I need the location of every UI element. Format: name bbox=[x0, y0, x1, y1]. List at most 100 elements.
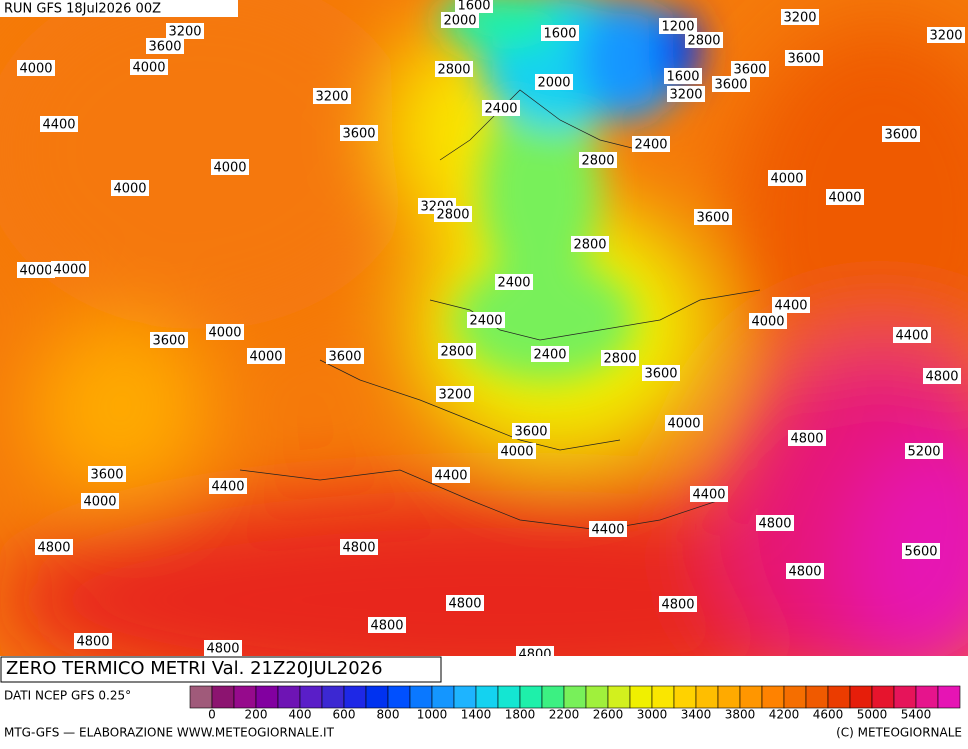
label-box bbox=[340, 539, 378, 555]
color-swatch bbox=[387, 685, 411, 709]
colorbar-tick-label: 5400 bbox=[901, 708, 932, 722]
contour-label: 4000 bbox=[770, 172, 803, 187]
colorbar-tick-label: 800 bbox=[377, 708, 400, 722]
color-swatch bbox=[453, 685, 477, 709]
label-box bbox=[368, 617, 406, 633]
label-box bbox=[659, 18, 697, 34]
label-box bbox=[436, 386, 474, 402]
color-swatch bbox=[783, 685, 807, 709]
contour-label: 4800 bbox=[37, 541, 70, 556]
contour-label: 4400 bbox=[692, 488, 725, 503]
label-box bbox=[438, 343, 476, 359]
contour-label: 4000 bbox=[500, 445, 533, 460]
contour-label: 4800 bbox=[448, 597, 481, 612]
contour-label: 3600 bbox=[733, 63, 766, 78]
label-box bbox=[685, 32, 723, 48]
label-box bbox=[326, 348, 364, 364]
colorbar-tick-label: 400 bbox=[289, 708, 312, 722]
label-box bbox=[482, 100, 520, 116]
color-swatch bbox=[717, 685, 741, 709]
colorbar-tick-label: 4600 bbox=[813, 708, 844, 722]
colorbar-tick-label: 3800 bbox=[725, 708, 756, 722]
contour-label: 1600 bbox=[457, 0, 490, 14]
color-swatch bbox=[233, 685, 257, 709]
contour-label: 4400 bbox=[895, 329, 928, 344]
color-swatch bbox=[893, 685, 917, 709]
label-box bbox=[882, 126, 920, 142]
contour-label: 4000 bbox=[113, 182, 146, 197]
contour-label: 3600 bbox=[342, 127, 375, 142]
label-box bbox=[17, 60, 55, 76]
label-box bbox=[74, 633, 112, 649]
contour-label: 2400 bbox=[634, 138, 667, 153]
contour-label: 3200 bbox=[929, 29, 962, 44]
color-swatch bbox=[343, 685, 367, 709]
contour-label: 3200 bbox=[315, 90, 348, 105]
label-box bbox=[111, 180, 149, 196]
color-swatch bbox=[849, 685, 873, 709]
color-swatch bbox=[255, 685, 279, 709]
contour-label: 2800 bbox=[603, 352, 636, 367]
contour-label: 4000 bbox=[828, 191, 861, 206]
colorbar-tick-label: 1400 bbox=[461, 708, 492, 722]
contour-label: 3200 bbox=[783, 11, 816, 26]
label-box bbox=[756, 515, 794, 531]
colorbar-tick-label: 1000 bbox=[417, 708, 448, 722]
color-swatch bbox=[277, 685, 301, 709]
contour-label: 2000 bbox=[537, 76, 570, 91]
contour-label: 4000 bbox=[132, 61, 165, 76]
contour-label: 3600 bbox=[714, 78, 747, 93]
label-box bbox=[589, 521, 627, 537]
label-box bbox=[435, 61, 473, 77]
contour-label: 3600 bbox=[884, 128, 917, 143]
label-box bbox=[571, 236, 609, 252]
label-box bbox=[665, 415, 703, 431]
label-box bbox=[905, 443, 943, 459]
label-box bbox=[535, 74, 573, 90]
label-box bbox=[690, 486, 728, 502]
label-box bbox=[826, 189, 864, 205]
label-box bbox=[146, 38, 184, 54]
colorbar-tick-label: 4200 bbox=[769, 708, 800, 722]
contour-label: 5200 bbox=[907, 445, 940, 460]
contour-label: 4000 bbox=[249, 350, 282, 365]
colorbar-tick-label: 1800 bbox=[505, 708, 536, 722]
label-box bbox=[659, 596, 697, 612]
contour-label: 4800 bbox=[788, 565, 821, 580]
color-swatch bbox=[365, 685, 389, 709]
contour-label: 4000 bbox=[53, 263, 86, 278]
label-box bbox=[467, 312, 505, 328]
label-box bbox=[772, 297, 810, 313]
label-box bbox=[204, 640, 242, 656]
colorbar-tick-label: 600 bbox=[333, 708, 356, 722]
label-box bbox=[211, 159, 249, 175]
contour-label: 3200 bbox=[438, 388, 471, 403]
label-box bbox=[531, 346, 569, 362]
contour-label: 1600 bbox=[543, 27, 576, 42]
contour-label: 4800 bbox=[76, 635, 109, 650]
color-swatch bbox=[475, 685, 499, 709]
title: ZERO TERMICO METRI Val. 21Z20JUL2026 bbox=[6, 658, 383, 679]
colorbar-tick-label: 0 bbox=[208, 708, 216, 722]
color-swatch bbox=[739, 685, 763, 709]
run-box bbox=[0, 0, 238, 17]
label-box bbox=[17, 262, 55, 278]
label-box bbox=[150, 332, 188, 348]
contour-label: 3600 bbox=[787, 52, 820, 67]
contour-label: 4000 bbox=[208, 326, 241, 341]
contour-label: 3600 bbox=[696, 211, 729, 226]
contour-label: 4000 bbox=[19, 264, 52, 279]
color-swatch bbox=[585, 685, 609, 709]
color-swatch bbox=[563, 685, 587, 709]
color-swatch bbox=[673, 685, 697, 709]
colorbar-tick-label: 5000 bbox=[857, 708, 888, 722]
contour-label: 4800 bbox=[206, 642, 239, 657]
contour-label: 2800 bbox=[581, 154, 614, 169]
colorbar-tick-label: 2200 bbox=[549, 708, 580, 722]
contour-label: 1200 bbox=[661, 20, 694, 35]
contour-label: 4000 bbox=[83, 495, 116, 510]
contour-label: 4000 bbox=[667, 417, 700, 432]
label-box bbox=[781, 9, 819, 25]
label-box bbox=[35, 539, 73, 555]
